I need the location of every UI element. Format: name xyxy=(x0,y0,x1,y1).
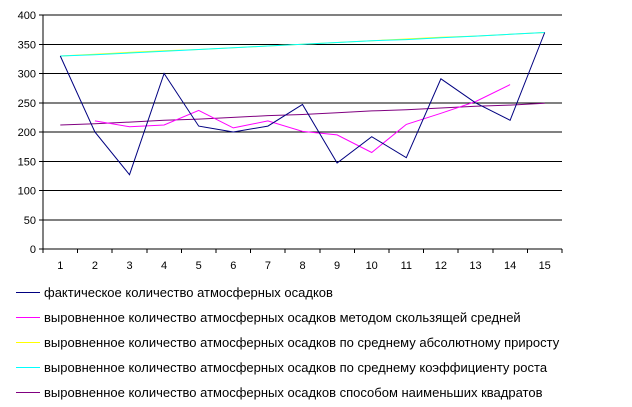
y-tick-label: 300 xyxy=(18,69,36,81)
legend-label: выровненное количество атмосферных осадк… xyxy=(44,385,543,400)
y-tick-label: 200 xyxy=(18,127,36,139)
series-line-4 xyxy=(60,102,545,126)
legend-swatch xyxy=(16,367,40,368)
series-lines xyxy=(59,32,546,176)
x-tick-label: 3 xyxy=(126,260,132,272)
x-tick-label: 13 xyxy=(469,260,481,272)
legend-item-actual: фактическое количество атмосферных осадк… xyxy=(8,282,628,307)
legend-swatch xyxy=(16,342,40,343)
x-tick-label: 4 xyxy=(161,260,167,272)
y-tick-label: 250 xyxy=(18,98,36,110)
x-tick-label: 15 xyxy=(539,260,551,272)
legend-item-growth-coefficient: выровненное количество атмосферных осадк… xyxy=(8,357,628,382)
x-tick-label: 11 xyxy=(401,260,412,272)
legend-label: выровненное количество атмосферных осадк… xyxy=(44,310,521,325)
y-tick-label: 0 xyxy=(30,244,36,256)
y-tick-label: 100 xyxy=(18,186,36,198)
x-tick-label: 10 xyxy=(366,260,378,272)
y-tick-label: 400 xyxy=(18,10,36,22)
legend-label: выровненное количество атмосферных осадк… xyxy=(44,335,560,350)
x-tick-label: 5 xyxy=(196,260,202,272)
legend-swatch xyxy=(16,292,40,293)
x-tick-label: 8 xyxy=(299,260,305,272)
legend-swatch xyxy=(16,317,40,318)
y-tick-label: 350 xyxy=(18,39,36,51)
y-tick-label: 150 xyxy=(18,156,36,168)
x-tick-label: 14 xyxy=(504,260,516,272)
legend-swatch xyxy=(16,392,40,393)
x-tick-label: 7 xyxy=(265,260,271,272)
legend-item-absolute-growth: выровненное количество атмосферных осадк… xyxy=(8,332,628,357)
legend: фактическое количество атмосферных осадк… xyxy=(8,282,628,407)
legend-label: фактическое количество атмосферных осадк… xyxy=(44,285,333,300)
axes xyxy=(39,14,563,253)
y-tick-label: 50 xyxy=(24,215,36,227)
series-line-3 xyxy=(60,32,545,57)
x-tick-label: 6 xyxy=(230,260,236,272)
series-line-0 xyxy=(59,32,546,176)
legend-label: выровненное количество атмосферных осадк… xyxy=(44,360,548,375)
grid-lines xyxy=(43,14,562,221)
legend-item-least-squares: выровненное количество атмосферных осадк… xyxy=(8,382,628,407)
legend-item-moving-average: выровненное количество атмосферных осадк… xyxy=(8,307,628,332)
x-tick-label: 9 xyxy=(334,260,340,272)
x-tick-label: 2 xyxy=(92,260,98,272)
x-tick-label: 1 xyxy=(57,260,63,272)
x-tick-label: 12 xyxy=(435,260,447,272)
series-line-1 xyxy=(94,84,511,154)
